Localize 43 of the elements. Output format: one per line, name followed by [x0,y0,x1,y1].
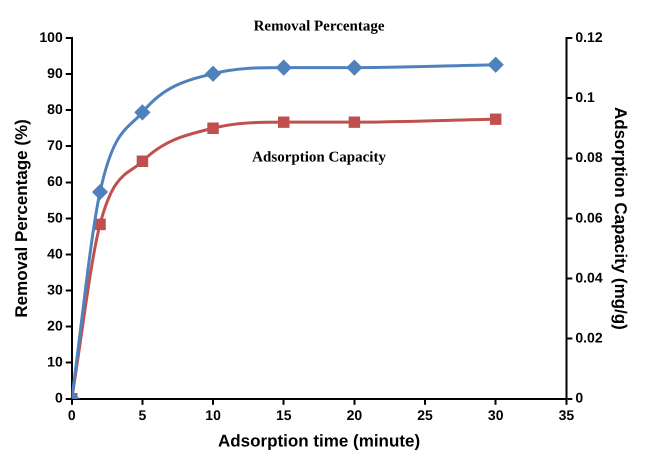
y-tick-label: 30 [47,281,63,298]
y-tick-label: 80 [47,101,63,118]
x-axis-title: Adsorption time (minute) [218,431,420,450]
y-tick-label: 70 [47,137,63,154]
point [206,66,221,82]
x-tick-label: 35 [558,407,574,424]
x-tick-label: 30 [488,407,504,424]
y-tick-label: 10 [47,354,63,370]
y-tick-label: 100 [39,28,63,45]
point [348,116,360,128]
x-tick-label: 20 [346,407,362,424]
y-tick-label: 50 [47,209,63,226]
y2-tick-label: 0.1 [575,88,596,105]
x-tick-label: 15 [276,407,292,424]
y2-tick-label: 0 [575,390,584,406]
y-tick-label: 0 [54,390,63,406]
y2-tick-label: 0.08 [575,149,603,166]
x-tick-label: 5 [138,407,147,424]
point [207,122,219,134]
point [346,60,362,76]
point [276,60,292,76]
point [94,218,106,230]
y2-axis-title: Adsorption Capacity (mg/g) [611,106,630,330]
y2-tick-label: 0.06 [575,209,603,226]
point [490,113,502,125]
y-tick-label: 20 [47,318,63,334]
x-tick-label: 10 [205,407,222,424]
text: Removal Percentage [254,18,385,34]
y-axis-title: Removal Percentage (%) [12,119,31,318]
y-tick-label: 90 [47,64,63,81]
y2-tick-label: 0.12 [575,28,603,45]
point [136,156,148,168]
y2-tick-label: 0.04 [575,269,603,286]
point [488,57,504,72]
series-label: Adsorption Capacity [252,150,386,166]
y2-tick-label: 0.02 [575,330,603,346]
y-tick-label: 40 [47,245,63,262]
x-tick-label: 0 [68,407,76,424]
point [278,116,290,128]
x-tick-label: 25 [417,407,434,424]
point [92,184,108,200]
point [134,104,150,120]
y-tick-label: 60 [47,173,63,190]
